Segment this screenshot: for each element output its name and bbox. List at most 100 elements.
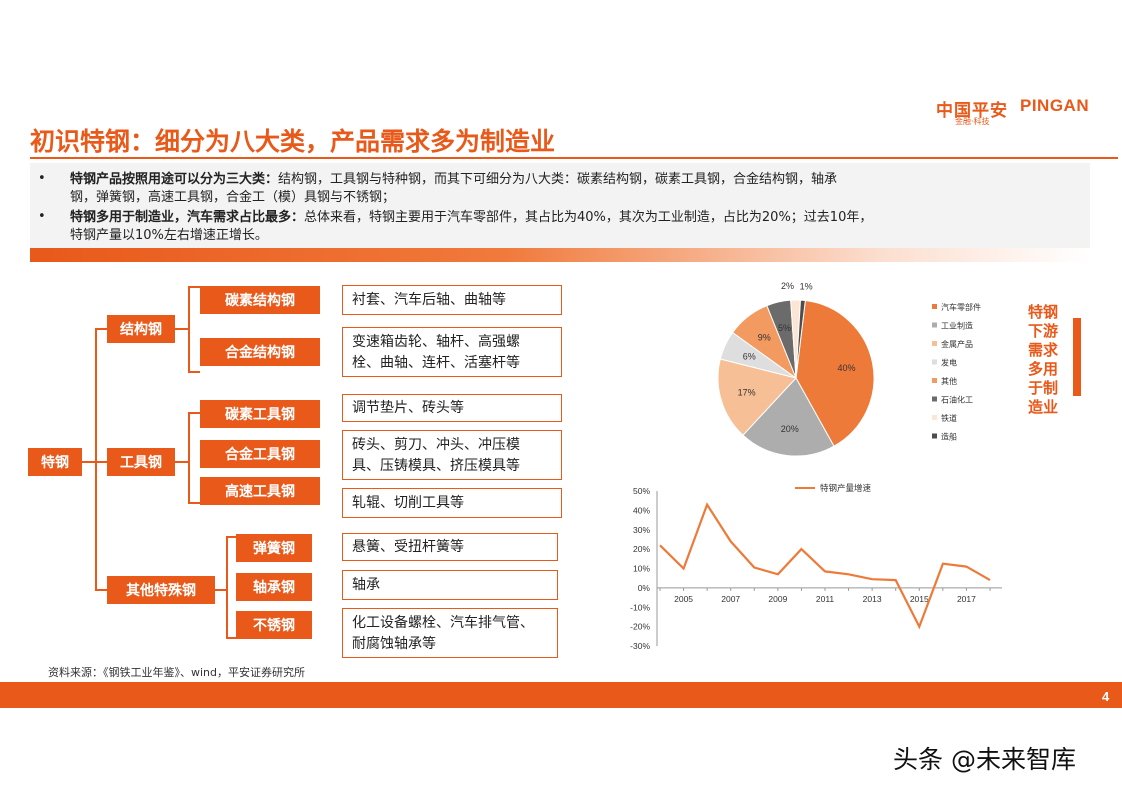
connector bbox=[188, 412, 200, 414]
legend-swatch bbox=[932, 415, 937, 420]
type-carbon-structural-steel: 碳素结构钢 bbox=[200, 286, 320, 314]
x-tick-label: 2007 bbox=[721, 594, 740, 604]
connector bbox=[175, 461, 189, 463]
source-note: 资料来源：《钢铁工业年鉴》、wind，平安证券研究所 bbox=[48, 666, 306, 679]
connector bbox=[188, 502, 200, 504]
connector bbox=[82, 461, 96, 463]
summary-bullet-1-text: 结构钢，工具钢与特种钢，而其下可细分为八大类：碳素结构钢，碳素工具钢，合金结构钢… bbox=[278, 172, 838, 187]
pie-data-label: 20% bbox=[781, 424, 799, 434]
type-stainless-steel: 不锈钢 bbox=[236, 611, 312, 639]
pie-slice bbox=[795, 299, 806, 379]
connector bbox=[95, 589, 107, 591]
type-spring-steel: 弹簧钢 bbox=[236, 534, 312, 562]
x-tick-label: 2017 bbox=[957, 594, 976, 604]
pie-chart: 40% 20% 17% 6%9% 5% 2% 1% 汽车零部件工业制造金属产品发电其他石油化… bbox=[717, 281, 981, 457]
side-caption: 特钢下游需求多用于制造业 bbox=[1027, 303, 1058, 416]
use-line: 变速箱齿轮、轴杆、高强螺 bbox=[352, 334, 520, 350]
y-tick-label: 40% bbox=[633, 505, 650, 515]
legend-entry: 铁道 bbox=[941, 413, 957, 423]
use-stainless: 化工设备螺栓、汽车排气管、 耐腐蚀轴承等 bbox=[342, 608, 558, 658]
category-other-special-steel: 其他特殊钢 bbox=[107, 576, 215, 604]
watermark: 头条 @未来智库 bbox=[893, 745, 1076, 774]
type-alloy-tool-steel: 合金工具钢 bbox=[200, 440, 320, 468]
pie-data-label: 9% bbox=[758, 333, 771, 343]
connector bbox=[226, 637, 236, 639]
y-tick-label: 50% bbox=[633, 486, 650, 496]
y-tick-label: -20% bbox=[630, 622, 650, 632]
type-high-speed-tool-steel: 高速工具钢 bbox=[200, 477, 320, 505]
brand-logo-en: PINGAN bbox=[1020, 96, 1090, 115]
legend-entry: 特钢产量增速 bbox=[820, 483, 872, 493]
pie-slice bbox=[795, 300, 875, 447]
brand-logo-cn: 中国平安 bbox=[936, 101, 1008, 121]
bullet-dot: • bbox=[38, 171, 46, 186]
connector bbox=[175, 328, 189, 330]
use-alloy-tool: 砖头、剪刀、冲头、冲压模 具、压铸模具、挤压模具等 bbox=[342, 430, 562, 480]
type-bearing-steel: 轴承钢 bbox=[236, 573, 312, 601]
legend-swatch bbox=[932, 378, 937, 383]
x-tick-label: 2011 bbox=[816, 594, 835, 604]
legend-swatch bbox=[932, 396, 937, 402]
x-tick-label: 2009 bbox=[768, 594, 787, 604]
legend-entry: 石油化工 bbox=[941, 395, 973, 405]
connector bbox=[215, 589, 227, 591]
x-tick-label: 2013 bbox=[863, 594, 882, 604]
pie-data-label: 5% bbox=[778, 323, 791, 333]
pie-data-label: 40% bbox=[837, 363, 855, 373]
y-tick-label: 10% bbox=[633, 564, 650, 574]
connector bbox=[188, 286, 200, 288]
use-bearing: 轴承 bbox=[342, 570, 558, 600]
tree-root: 特钢 bbox=[28, 448, 82, 476]
summary-bullet-2: 特钢多用于制造业，汽车需求占比最多：总体来看，特钢主要用于汽车零部件，其占比为4… bbox=[70, 209, 872, 226]
connector bbox=[95, 461, 107, 463]
y-tick-label: -10% bbox=[630, 602, 650, 612]
legend-swatch bbox=[932, 304, 937, 309]
use-line: 具、压铸模具、挤压模具等 bbox=[352, 458, 520, 474]
y-tick-label: 0% bbox=[638, 583, 651, 593]
connector bbox=[226, 536, 228, 639]
series-line bbox=[659, 502, 991, 630]
use-line: 化工设备螺栓、汽车排气管、 bbox=[352, 615, 534, 631]
brand-logo-subtitle: 金融·科技 bbox=[955, 117, 990, 126]
pie-slice bbox=[717, 358, 797, 436]
summary-bullet-1-cont: 钢，弹簧钢，高速工具钢，合金工（模）具钢与不锈钢； bbox=[70, 190, 396, 205]
bullet-dot: • bbox=[38, 209, 46, 224]
summary-bullet-1: 特钢产品按照用途可以分为三大类：结构钢，工具钢与特种钢，而其下可细分为八大类：碳… bbox=[70, 171, 837, 188]
use-line: 栓、曲轴、连杆、活塞杆等 bbox=[352, 355, 520, 371]
page-title: 初识特钢：细分为八大类，产品需求多为制造业 bbox=[30, 127, 556, 156]
legend-entry: 造船 bbox=[941, 432, 957, 442]
legend-swatch bbox=[932, 341, 937, 346]
legend-swatch bbox=[932, 322, 937, 328]
use-carbon-structural: 衬套、汽车后轴、曲轴等 bbox=[342, 285, 562, 315]
legend-entry: 发电 bbox=[941, 358, 957, 368]
use-spring: 悬簧、受扭杆簧等 bbox=[342, 533, 558, 561]
summary-bullet-2-text: 总体来看，特钢主要用于汽车零部件，其占比为40%，其次为工业制造，占比为20%；… bbox=[304, 210, 873, 225]
side-accent-bar bbox=[1073, 318, 1081, 396]
legend-entry: 汽车零部件 bbox=[941, 302, 981, 312]
use-line: 砖头、剪刀、冲头、冲压模 bbox=[352, 437, 520, 453]
y-tick-label: 30% bbox=[633, 525, 650, 535]
connector bbox=[188, 371, 200, 373]
y-tick-label: -30% bbox=[630, 641, 650, 651]
use-carbon-tool: 调节垫片、砖头等 bbox=[342, 394, 562, 422]
summary-bullet-2-lead: 特钢多用于制造业，汽车需求占比最多： bbox=[70, 210, 305, 225]
legend-swatch bbox=[932, 433, 937, 439]
pie-data-label: 1% bbox=[800, 281, 813, 291]
legend-swatch bbox=[932, 359, 937, 365]
type-alloy-structural-steel: 合金结构钢 bbox=[200, 338, 320, 366]
page-number: 4 bbox=[1102, 689, 1110, 704]
summary-box: • 特钢产品按照用途可以分为三大类：结构钢，工具钢与特种钢，而其下可细分为八大类… bbox=[30, 163, 1090, 248]
pie-data-label: 6% bbox=[743, 351, 756, 361]
type-carbon-tool-steel: 碳素工具钢 bbox=[200, 400, 320, 428]
connector bbox=[188, 412, 190, 503]
legend-entry: 工业制造 bbox=[941, 321, 973, 331]
use-alloy-structural: 变速箱齿轮、轴杆、高强螺 栓、曲轴、连杆、活塞杆等 bbox=[342, 327, 562, 377]
pie-data-label: 2% bbox=[781, 281, 794, 291]
summary-accent-bar bbox=[30, 248, 1090, 262]
pie-slice bbox=[742, 377, 835, 457]
legend-entry: 其他 bbox=[941, 376, 957, 386]
connector bbox=[188, 286, 190, 373]
use-high-speed-tool: 轧辊、切削工具等 bbox=[342, 488, 562, 518]
summary-bullet-2-cont: 特钢产量以10%左右增速正增长。 bbox=[70, 228, 268, 243]
x-tick-label: 2015 bbox=[910, 594, 929, 604]
